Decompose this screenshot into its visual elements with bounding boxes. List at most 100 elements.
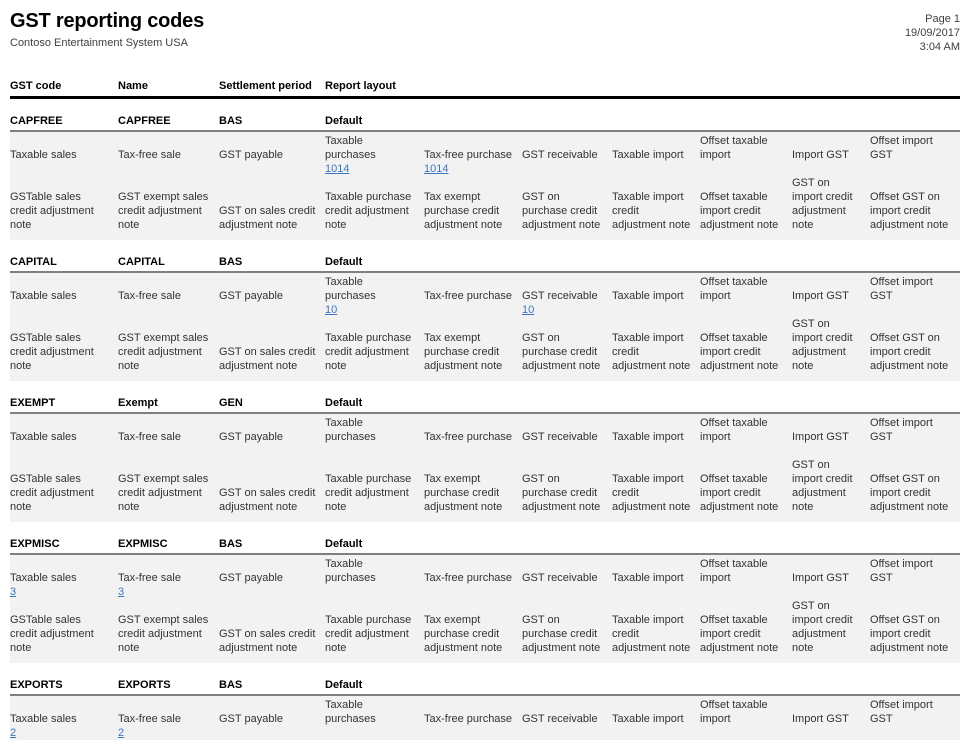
report-code-label: GST payable <box>219 431 284 443</box>
code-number-link[interactable]: 10 <box>325 304 338 316</box>
settlement-period-value: BAS <box>219 115 243 127</box>
code-link-line <box>424 444 514 458</box>
report-code-cell: Taxable sales 2 <box>10 698 118 740</box>
code-number-link[interactable]: 1014 <box>325 163 350 175</box>
section-header-row: EXEMPT Exempt GEN Default <box>10 396 960 414</box>
credit-note-cell: GST exempt sales credit adjustment note <box>118 191 209 231</box>
section-body: Taxable sales Tax-free sale GST payable … <box>10 132 960 240</box>
page-title: GST reporting codes <box>10 10 205 32</box>
report-code-cell: GST payable <box>219 698 325 740</box>
report-code-label: Offset import GST <box>870 276 933 302</box>
code-link-line <box>522 585 604 599</box>
code-link-line: 3 <box>10 585 110 599</box>
report-code-cell: Taxable purchases 10 <box>325 275 424 317</box>
gst-section-capfree: CAPFREE CAPFREE BAS Default Taxable sale… <box>10 114 960 240</box>
report-codes-row: Taxable sales Tax-free sale GST payable … <box>10 416 960 458</box>
report-code-label: Taxable import <box>612 572 684 584</box>
report-code-label: Tax-free sale <box>118 713 181 725</box>
credit-notes-row: GSTable sales credit adjustment note GST… <box>10 458 960 522</box>
code-link-line <box>325 444 416 458</box>
report-code-label: Taxable purchases <box>325 417 376 443</box>
report-code-label: Taxable purchases <box>325 276 376 302</box>
name-value: CAPFREE <box>118 115 171 127</box>
code-link-line <box>424 303 514 317</box>
code-link-line <box>792 303 862 317</box>
credit-note-cell: Taxable purchase credit adjustment note <box>325 332 412 372</box>
credit-note-cell: Offset taxable import credit adjustment … <box>700 473 779 513</box>
code-link-line: 2 <box>10 726 110 740</box>
credit-notes-row: GSTable sales credit adjustment note GST… <box>10 599 960 663</box>
credit-note-cell: GST exempt sales credit adjustment note <box>118 614 209 654</box>
report-code-cell: Offset taxable import <box>700 416 792 458</box>
report-code-cell: Taxable import <box>612 275 700 317</box>
col-header-gst-code: GST code <box>10 80 62 92</box>
report-code-label: Import GST <box>792 431 849 443</box>
report-code-label: Taxable sales <box>10 572 77 584</box>
report-code-cell: Offset taxable import <box>700 275 792 317</box>
code-number-link[interactable]: 1014 <box>424 163 449 175</box>
gst-code-value: EXEMPT <box>10 397 56 409</box>
report-code-cell: Taxable import <box>612 134 700 176</box>
report-code-cell: Taxable sales <box>10 275 118 317</box>
code-link-line <box>870 303 952 317</box>
report-code-cell: Import GST <box>792 557 870 599</box>
report-code-label: Offset taxable import <box>700 699 768 725</box>
report-code-label: GST receivable <box>522 149 598 161</box>
name-value: Exempt <box>118 397 158 409</box>
code-number-link[interactable]: 10 <box>522 304 535 316</box>
gst-code-value: CAPFREE <box>10 115 63 127</box>
column-header-row: GST code Name Settlement period Report l… <box>10 79 960 99</box>
section-body: Taxable sales 3 Tax-free sale 3 GST paya… <box>10 555 960 663</box>
code-link-line <box>219 303 317 317</box>
code-link-line <box>870 585 952 599</box>
credit-note-cell: Taxable purchase credit adjustment note <box>325 614 412 654</box>
report-code-label: Tax-free sale <box>118 149 181 161</box>
code-number-link[interactable]: 3 <box>118 586 125 598</box>
code-link-line <box>870 162 952 176</box>
credit-note-cell: GST on purchase credit adjustment note <box>522 332 601 372</box>
code-number-link[interactable]: 2 <box>118 727 125 739</box>
report-code-cell: GST payable <box>219 275 325 317</box>
section-header-row: CAPFREE CAPFREE BAS Default <box>10 114 960 132</box>
code-link-line <box>700 162 784 176</box>
report-code-label: Tax-free sale <box>118 431 181 443</box>
name-value: EXPORTS <box>118 679 171 691</box>
report-code-cell: GST receivable <box>522 416 612 458</box>
code-number-link[interactable]: 3 <box>10 586 17 598</box>
code-link-line <box>219 726 317 740</box>
col-header-report-layout: Report layout <box>325 80 396 92</box>
code-link-line <box>10 444 110 458</box>
name-value: EXPMISC <box>118 538 168 550</box>
credit-note-cell: Tax exempt purchase credit adjustment no… <box>424 332 503 372</box>
credit-note-cell: Offset GST on import credit adjustment n… <box>870 473 949 513</box>
credit-note-cell: GST on import credit adjustment note <box>792 318 853 372</box>
col-header-settlement-period: Settlement period <box>219 80 312 92</box>
report-code-label: Tax-free purchase <box>424 149 513 161</box>
code-link-line <box>522 726 604 740</box>
credit-note-cell: Offset taxable import credit adjustment … <box>700 191 779 231</box>
report-code-label: Import GST <box>792 572 849 584</box>
page-info: Page 1 19/09/2017 3:04 AM <box>905 10 960 54</box>
credit-note-cell: GSTable sales credit adjustment note <box>10 473 94 513</box>
report-code-label: GST payable <box>219 572 284 584</box>
code-number-link[interactable]: 2 <box>10 727 17 739</box>
settlement-period-value: BAS <box>219 538 243 550</box>
report-code-label: Tax-free sale <box>118 572 181 584</box>
credit-note-cell: Offset GST on import credit adjustment n… <box>870 332 949 372</box>
report-code-cell: Tax-free purchase 1014 <box>424 134 522 176</box>
report-code-cell: Taxable import <box>612 557 700 599</box>
report-code-cell: Tax-free sale <box>118 275 219 317</box>
code-link-line <box>612 303 692 317</box>
code-link-line <box>118 303 211 317</box>
credit-note-cell: GSTable sales credit adjustment note <box>10 191 94 231</box>
code-link-line: 10 <box>522 303 604 317</box>
credit-notes-row: GSTable sales credit adjustment note GST… <box>10 176 960 240</box>
report-code-cell: Offset import GST <box>870 698 960 740</box>
code-link-line <box>700 726 784 740</box>
report-code-label: Taxable purchases <box>325 558 376 584</box>
report-code-cell: Taxable purchases <box>325 416 424 458</box>
code-link-line <box>792 444 862 458</box>
report-code-label: GST payable <box>219 290 284 302</box>
report-code-label: Taxable sales <box>10 149 77 161</box>
code-link-line <box>870 444 952 458</box>
